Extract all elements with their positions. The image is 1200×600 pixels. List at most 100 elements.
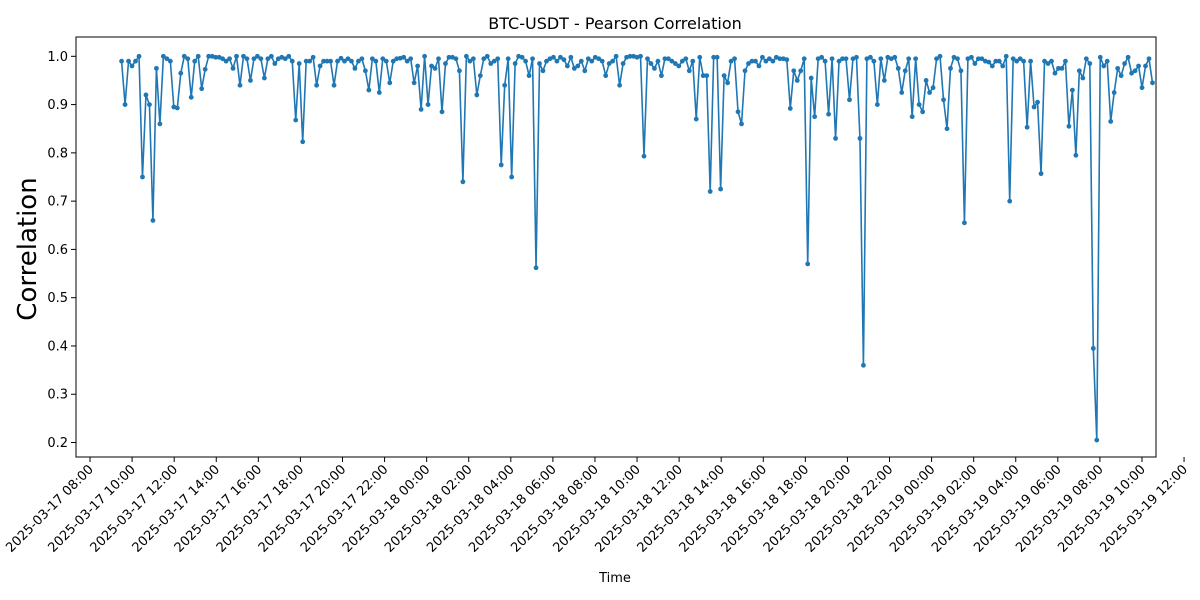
data-point <box>756 63 762 69</box>
data-point <box>526 73 532 79</box>
data-point <box>575 63 581 69</box>
data-point <box>934 56 939 62</box>
data-point <box>1052 70 1058 76</box>
data-point <box>345 56 351 62</box>
data-point <box>568 54 574 60</box>
data-point <box>819 54 825 60</box>
data-point <box>178 70 184 76</box>
data-point <box>892 54 898 60</box>
data-point <box>874 102 880 107</box>
data-point <box>481 56 487 62</box>
data-point <box>558 54 563 60</box>
data-point <box>154 65 159 71</box>
data-point <box>1129 70 1134 76</box>
data-point <box>293 117 299 123</box>
data-point <box>460 179 466 185</box>
data-point <box>794 78 800 83</box>
data-point <box>1101 63 1107 69</box>
data-point <box>317 63 323 69</box>
data-point <box>307 58 313 64</box>
data-point <box>453 56 459 62</box>
data-point <box>596 56 602 62</box>
data-point <box>812 114 818 120</box>
data-point <box>777 56 783 62</box>
data-point <box>770 58 776 64</box>
data-point <box>544 58 549 64</box>
data-point <box>436 56 441 62</box>
data-point <box>328 58 333 64</box>
y-tick-label: 0.6 <box>47 243 68 258</box>
y-tick-label: 0.8 <box>47 146 68 161</box>
data-point <box>798 68 804 74</box>
y-axis: 0.2 0.3 0.4 0.5 0.6 0.7 0.8 0.9 1.0 <box>47 50 76 451</box>
data-point <box>732 56 737 62</box>
data-point <box>1080 75 1086 81</box>
data-point <box>1139 85 1145 91</box>
data-point <box>854 54 859 60</box>
chart-title: BTC-USDT - Pearson Correlation <box>488 14 742 33</box>
data-point <box>707 189 713 194</box>
data-point <box>1045 61 1051 66</box>
data-point <box>760 54 765 60</box>
data-point <box>1035 99 1040 105</box>
data-point <box>1090 345 1096 351</box>
data-point <box>975 56 981 62</box>
data-point <box>356 58 361 64</box>
data-point <box>505 56 511 62</box>
data-point <box>728 58 734 64</box>
data-point <box>491 58 497 64</box>
data-point <box>540 68 546 74</box>
data-point <box>714 54 720 60</box>
data-point <box>369 56 375 62</box>
data-point <box>321 58 326 64</box>
data-point <box>509 174 515 180</box>
data-point <box>1073 152 1079 158</box>
data-point <box>822 58 828 64</box>
data-point <box>167 58 173 64</box>
data-point <box>1024 124 1030 130</box>
data-point <box>223 58 229 64</box>
data-point <box>380 56 386 62</box>
y-tick-label: 0.5 <box>47 291 68 306</box>
data-point <box>160 53 166 59</box>
data-point <box>150 218 156 223</box>
data-point <box>140 174 145 180</box>
data-point <box>972 61 978 66</box>
x-axis-label: Time <box>598 571 631 586</box>
data-point <box>174 105 180 111</box>
data-point <box>303 58 309 64</box>
data-point <box>234 53 239 59</box>
data-point <box>662 56 668 62</box>
data-point <box>411 80 417 86</box>
data-point <box>833 135 838 141</box>
data-point <box>1146 56 1152 62</box>
data-point <box>126 58 131 64</box>
data-point <box>697 54 703 60</box>
data-point <box>195 53 201 59</box>
data-point <box>530 56 535 62</box>
data-point <box>840 56 845 62</box>
data-point <box>1125 54 1131 60</box>
data-point <box>686 68 692 74</box>
data-point <box>248 78 253 83</box>
data-point <box>665 56 671 62</box>
data-point <box>610 58 616 64</box>
data-point <box>429 63 434 69</box>
data-point <box>652 65 657 71</box>
data-point <box>404 58 410 64</box>
data-point <box>735 109 741 115</box>
data-point <box>1111 90 1117 95</box>
data-point <box>836 58 842 64</box>
data-point <box>265 56 271 62</box>
data-point <box>213 54 219 60</box>
data-point <box>1066 123 1072 129</box>
data-point <box>1136 63 1141 69</box>
data-point <box>467 58 473 64</box>
y-tick-label: 0.4 <box>47 339 68 354</box>
data-point <box>498 162 504 168</box>
data-point <box>237 82 243 88</box>
data-point <box>1031 104 1037 110</box>
data-point <box>1049 58 1054 64</box>
data-point <box>1087 61 1093 66</box>
